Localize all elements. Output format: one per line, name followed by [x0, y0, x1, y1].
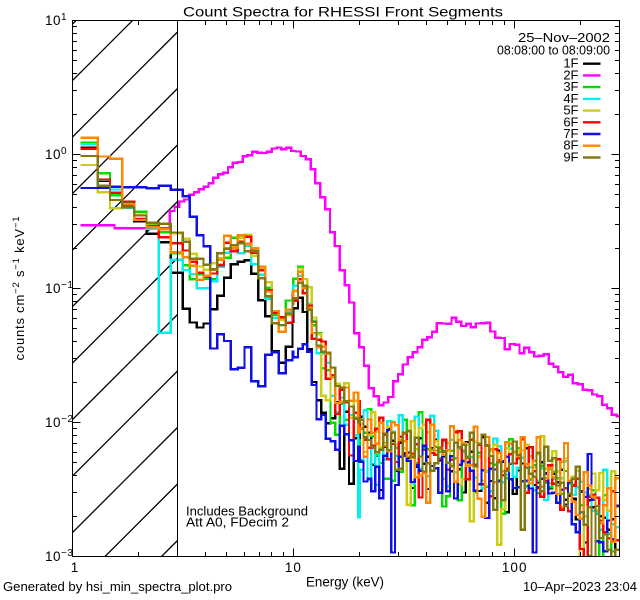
- svg-text:counts cm−2 s−1 keV−1: counts cm−2 s−1 keV−1: [11, 216, 27, 361]
- svg-text:Energy (keV): Energy (keV): [306, 575, 384, 590]
- svg-text:100: 100: [502, 560, 528, 575]
- svg-text:6F: 6F: [563, 114, 578, 129]
- svg-text:Includes Background: Includes Background: [186, 504, 308, 519]
- svg-text:1F: 1F: [563, 56, 578, 71]
- svg-text:Generated by hsi_min_spectra_p: Generated by hsi_min_spectra_plot.pro: [3, 579, 232, 594]
- svg-text:25–Nov–2002: 25–Nov–2002: [518, 30, 610, 45]
- svg-text:10: 10: [285, 560, 302, 575]
- svg-text:5F: 5F: [563, 103, 578, 118]
- svg-text:4F: 4F: [563, 91, 578, 106]
- svg-text:7F: 7F: [563, 126, 578, 141]
- svg-text:3F: 3F: [563, 79, 578, 94]
- svg-text:Count Spectra for RHESSI Front: Count Spectra for RHESSI Front Segments: [183, 4, 503, 20]
- svg-text:1: 1: [71, 560, 80, 575]
- svg-text:08:08:00 to 08:09:00: 08:08:00 to 08:09:00: [497, 43, 610, 58]
- svg-text:10–Apr–2023 23:04: 10–Apr–2023 23:04: [523, 579, 637, 594]
- svg-text:8F: 8F: [563, 138, 578, 153]
- svg-text:Att A0, FDecim 2: Att A0, FDecim 2: [186, 515, 289, 530]
- svg-text:9F: 9F: [563, 150, 578, 165]
- svg-text:2F: 2F: [563, 67, 578, 82]
